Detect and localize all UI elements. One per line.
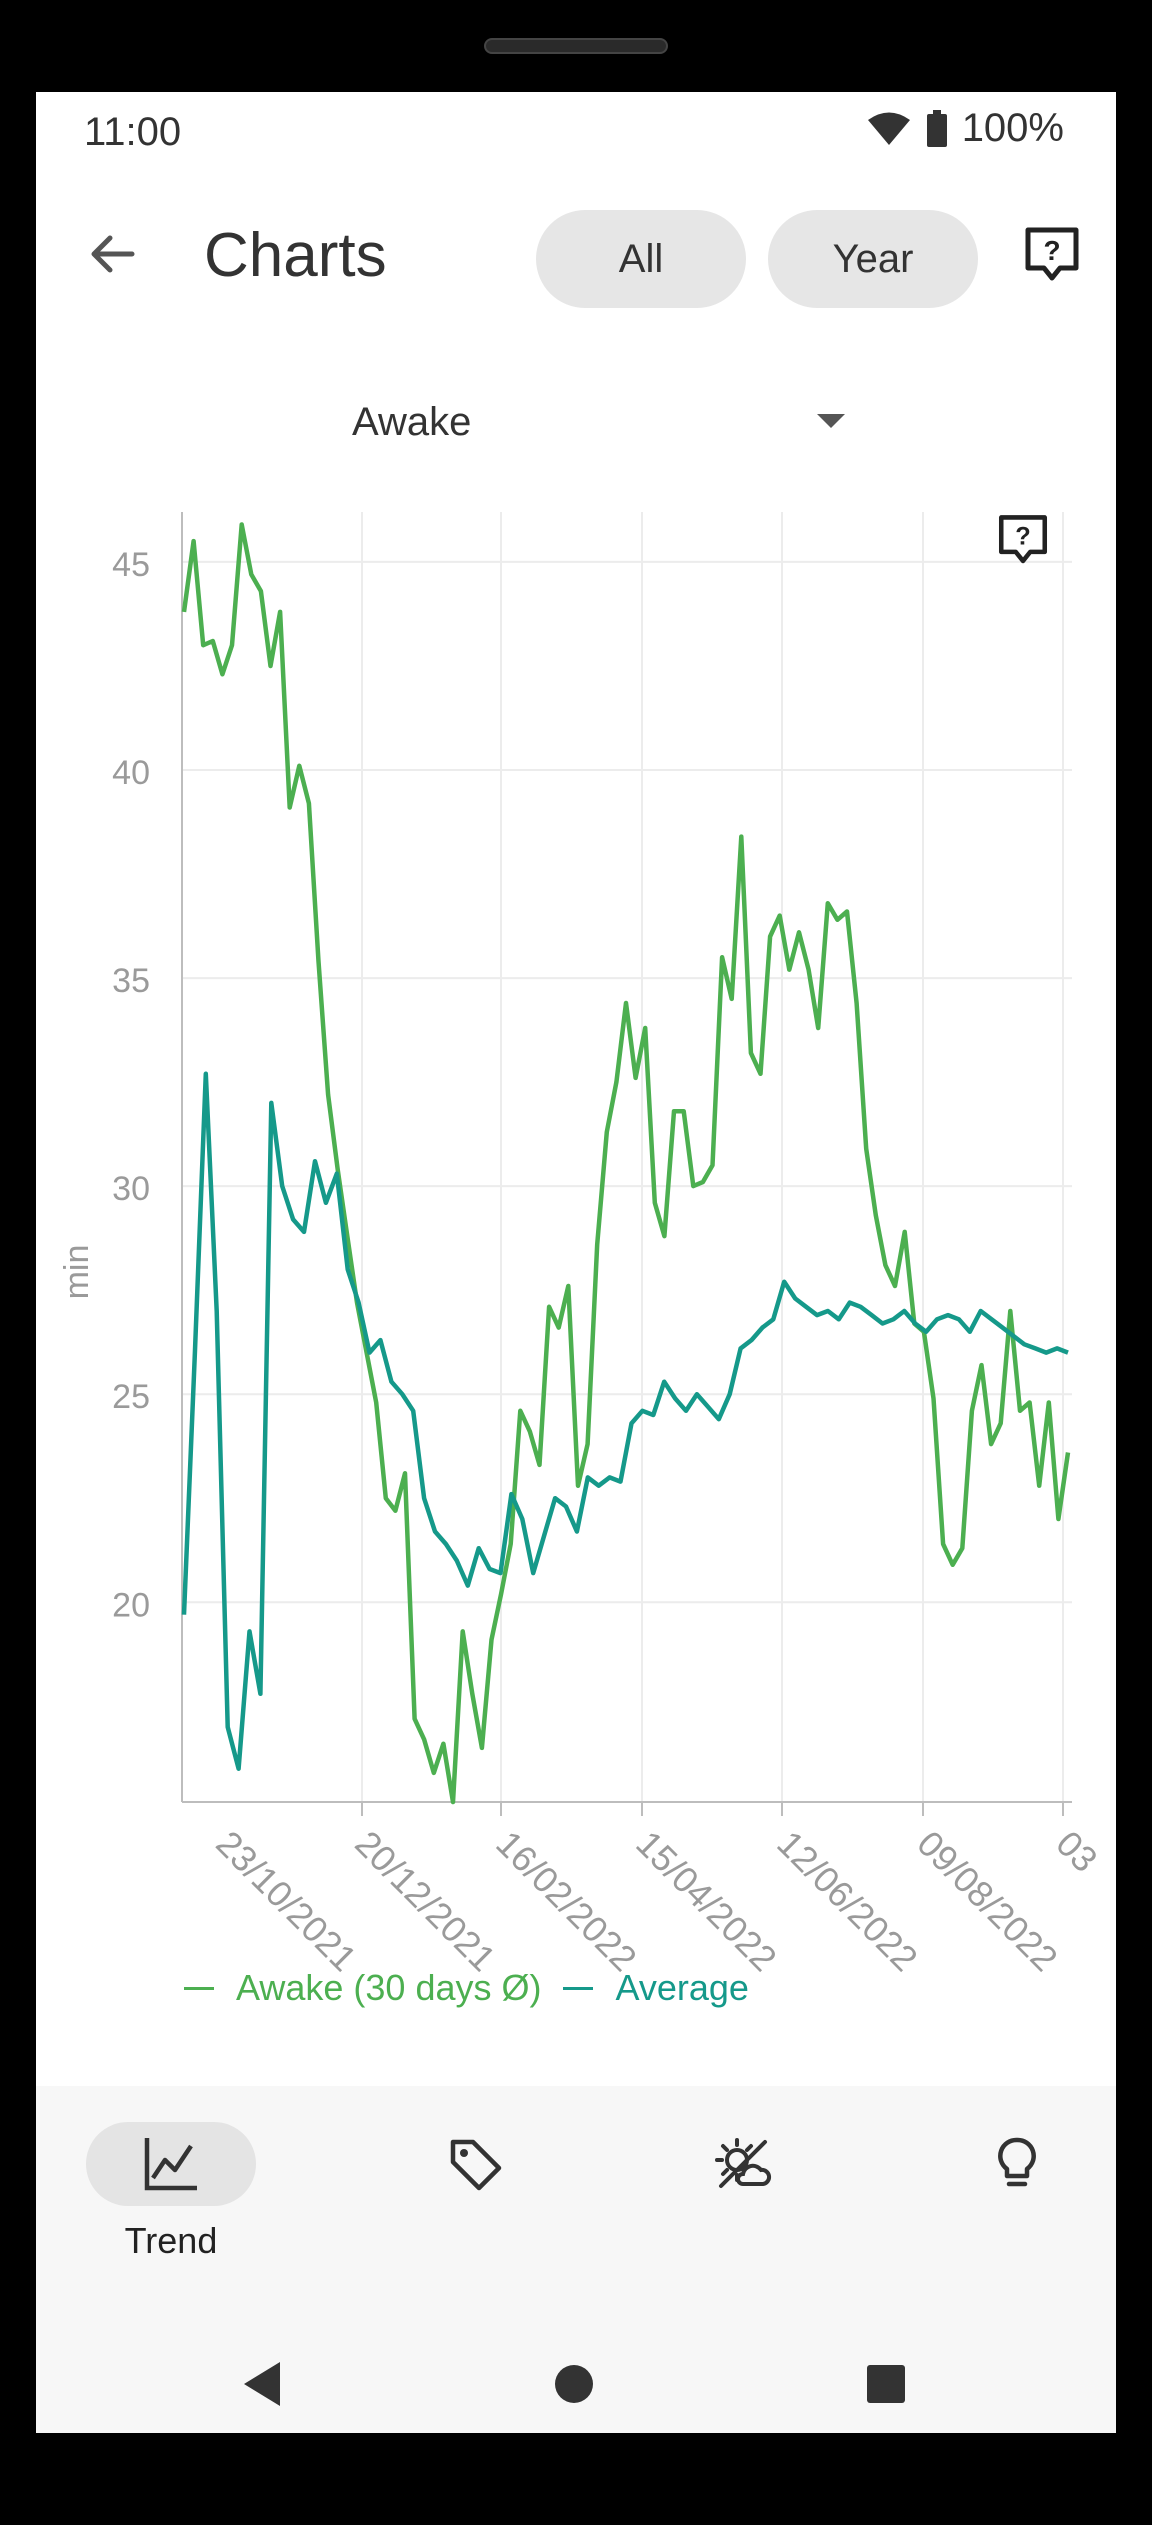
nav-label-trend: Trend (124, 2220, 218, 2261)
status-time: 11:00 (84, 110, 182, 154)
filter-year-label: Year (832, 236, 914, 281)
back-arrow-icon[interactable] (80, 222, 144, 286)
tag-icon (450, 2139, 502, 2191)
nav-tags-indicator (390, 2122, 560, 2206)
page-title: Charts (204, 221, 387, 290)
chart-help-icon[interactable]: ? (994, 512, 1052, 570)
filter-year-button[interactable]: Year (768, 210, 978, 308)
nav-trend-indicator (86, 2122, 256, 2206)
battery-icon (926, 109, 947, 147)
weather-partly-icon (715, 2138, 772, 2188)
legend-swatch-awake (184, 1986, 214, 1990)
lightbulb-icon (998, 2137, 1036, 2187)
metric-dropdown-value: Awake (352, 399, 472, 444)
y-tick-label: 45 (112, 546, 150, 584)
x-tick-label: 20/12/2021 (347, 1823, 503, 1979)
system-navigation-bar (36, 2346, 1116, 2433)
screen: 11:00 100% Charts All Year ? A (36, 92, 1116, 2433)
legend-average: Average (615, 1967, 749, 2008)
x-tick-label: 16/02/2022 (488, 1823, 644, 1979)
battery-percent: 100% (961, 106, 1064, 150)
x-tick-label: 12/06/2022 (769, 1823, 925, 1979)
legend-awake: Awake (30 days Ø) (236, 1967, 542, 2008)
chart-legend: Awake (30 days Ø) Average (184, 1958, 771, 2018)
x-tick-label: 23/10/2021 (208, 1823, 364, 1979)
svg-text:?: ? (1015, 523, 1031, 551)
nav-item-tags[interactable] (390, 2122, 560, 2272)
legend-swatch-average (563, 1986, 594, 1990)
nav-weather-indicator (658, 2122, 828, 2206)
nav-item-insights[interactable] (932, 2122, 1102, 2272)
status-icons: 100% (866, 106, 1064, 151)
chart-line-icon (144, 2138, 197, 2191)
y-tick-label: 20 (112, 1586, 150, 1624)
dropdown-caret-icon (817, 414, 845, 428)
y-tick-label: 25 (112, 1378, 150, 1416)
system-recents-icon[interactable] (866, 2364, 906, 2404)
series-line-average (181, 1071, 1069, 1771)
nav-item-weather[interactable] (658, 2122, 828, 2272)
help-icon[interactable]: ? (1020, 224, 1084, 288)
nav-insights-indicator (932, 2122, 1102, 2206)
y-tick-label: 35 (112, 962, 150, 1000)
nav-item-trend[interactable]: Trend (86, 2122, 256, 2272)
filter-all-label: All (618, 236, 664, 281)
y-tick-label: 30 (112, 1170, 150, 1208)
x-tick-label: 03 (1048, 1823, 1105, 1880)
earpiece (484, 38, 668, 54)
wifi-icon (867, 112, 910, 145)
x-tick-label: 15/04/2022 (628, 1823, 784, 1979)
system-back-icon[interactable] (240, 2360, 284, 2408)
y-axis-title: min (58, 1245, 96, 1300)
x-tick-label: 09/08/2022 (909, 1823, 1065, 1979)
filter-all-button[interactable]: All (536, 210, 746, 308)
y-tick-label: 40 (112, 754, 150, 792)
bottom-navigation: Trend (36, 2086, 1116, 2346)
awake-trend-chart: 20 25 30 35 40 45 23/10/202120/12/202116/02/20… (58, 512, 1106, 1979)
metric-dropdown[interactable]: Awake (352, 382, 872, 462)
svg-text:?: ? (1043, 235, 1060, 266)
system-home-icon[interactable] (554, 2364, 594, 2404)
